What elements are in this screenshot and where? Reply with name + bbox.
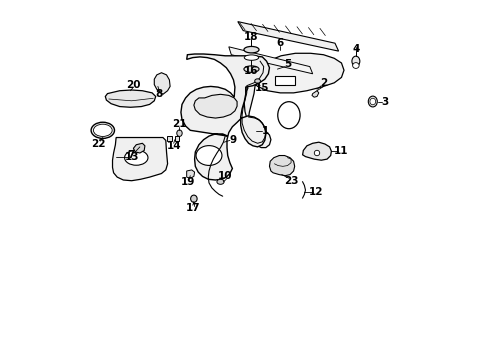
Text: 3: 3: [381, 96, 388, 107]
Ellipse shape: [94, 124, 112, 136]
Ellipse shape: [217, 179, 224, 184]
Text: 22: 22: [91, 139, 105, 149]
Ellipse shape: [314, 150, 319, 156]
Ellipse shape: [368, 96, 377, 107]
Polygon shape: [113, 138, 168, 181]
Polygon shape: [312, 91, 319, 97]
Text: 7: 7: [127, 150, 134, 160]
Polygon shape: [274, 76, 294, 85]
Polygon shape: [194, 94, 237, 118]
Text: 17: 17: [186, 203, 200, 213]
Ellipse shape: [370, 98, 376, 105]
Text: 12: 12: [309, 186, 323, 197]
Text: 23: 23: [285, 176, 299, 186]
Ellipse shape: [244, 46, 259, 53]
Polygon shape: [187, 170, 195, 178]
Text: 2: 2: [320, 78, 327, 88]
Ellipse shape: [255, 79, 261, 83]
Ellipse shape: [91, 122, 115, 139]
Ellipse shape: [244, 66, 259, 72]
Text: 1: 1: [262, 126, 270, 136]
Text: 9: 9: [230, 135, 237, 145]
Ellipse shape: [245, 55, 259, 60]
Polygon shape: [175, 136, 179, 141]
Text: 15: 15: [255, 83, 270, 93]
Text: 16: 16: [244, 66, 259, 76]
Ellipse shape: [278, 102, 300, 129]
Text: 10: 10: [218, 171, 232, 181]
Polygon shape: [133, 143, 145, 153]
Polygon shape: [229, 47, 313, 74]
Ellipse shape: [124, 150, 148, 165]
Polygon shape: [181, 54, 270, 180]
Text: 8: 8: [156, 89, 163, 99]
Polygon shape: [270, 156, 294, 176]
Polygon shape: [238, 22, 339, 51]
Text: 19: 19: [181, 177, 196, 187]
Text: 11: 11: [334, 146, 349, 156]
Polygon shape: [167, 136, 172, 141]
Text: 13: 13: [124, 152, 139, 162]
Polygon shape: [303, 142, 331, 160]
Ellipse shape: [177, 130, 182, 136]
Ellipse shape: [353, 63, 359, 68]
Ellipse shape: [191, 195, 197, 202]
Text: 4: 4: [352, 44, 360, 54]
Text: 6: 6: [277, 38, 284, 48]
Polygon shape: [105, 90, 156, 107]
Polygon shape: [154, 73, 170, 94]
Polygon shape: [234, 50, 344, 148]
Text: 5: 5: [284, 59, 291, 69]
Text: 18: 18: [244, 32, 259, 42]
Text: 20: 20: [126, 80, 141, 90]
Text: 14: 14: [167, 141, 181, 151]
Ellipse shape: [352, 56, 360, 66]
Ellipse shape: [196, 146, 222, 166]
Text: 21: 21: [172, 119, 187, 129]
